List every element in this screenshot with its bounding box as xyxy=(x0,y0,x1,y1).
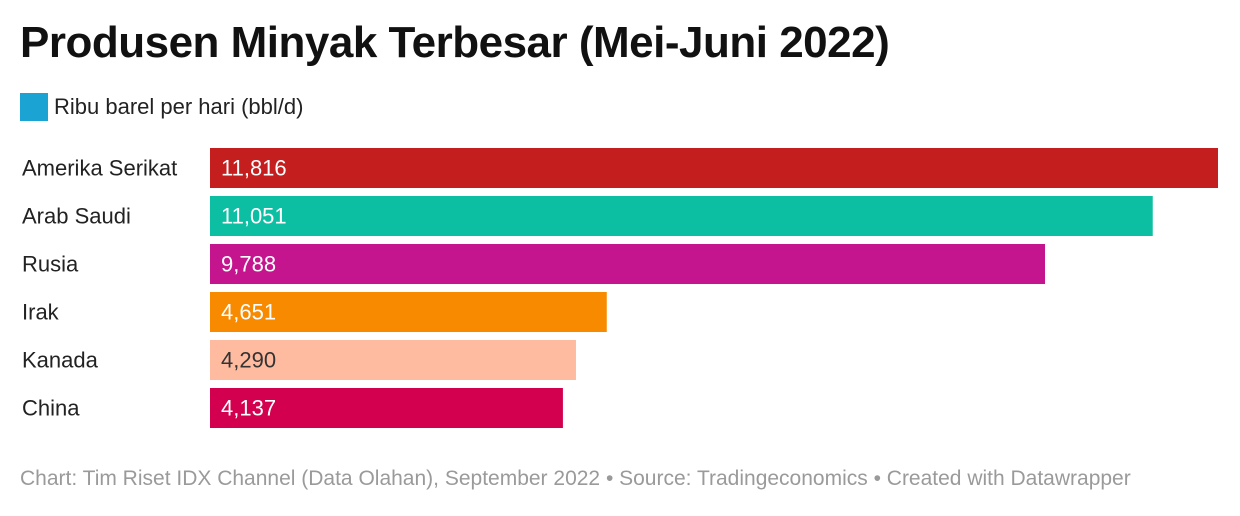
bar-value-label: 11,816 xyxy=(221,156,287,181)
category-label: Arab Saudi xyxy=(22,204,131,229)
category-label: Kanada xyxy=(22,348,99,373)
category-label: Irak xyxy=(22,300,60,325)
bar xyxy=(210,148,1218,188)
category-label: China xyxy=(22,396,80,421)
category-label: Rusia xyxy=(22,252,79,277)
legend-label: Ribu barel per hari (bbl/d) xyxy=(54,94,304,119)
bar-value-label: 11,051 xyxy=(221,204,287,229)
category-label: Amerika Serikat xyxy=(22,156,177,181)
bar xyxy=(210,340,576,380)
bar xyxy=(210,388,563,428)
bar xyxy=(210,292,607,332)
bar-value-label: 9,788 xyxy=(221,252,276,277)
chart-footer: Chart: Tim Riset IDX Channel (Data Olaha… xyxy=(20,467,1131,490)
legend: Ribu barel per hari (bbl/d) xyxy=(20,93,303,121)
bar-value-label: 4,651 xyxy=(221,300,276,325)
chart-title: Produsen Minyak Terbesar (Mei-Juni 2022) xyxy=(20,18,890,67)
bar xyxy=(210,244,1045,284)
legend-swatch xyxy=(20,93,48,121)
bar-value-label: 4,137 xyxy=(221,396,276,421)
bar-value-label: 4,290 xyxy=(221,348,276,373)
bar xyxy=(210,196,1153,236)
